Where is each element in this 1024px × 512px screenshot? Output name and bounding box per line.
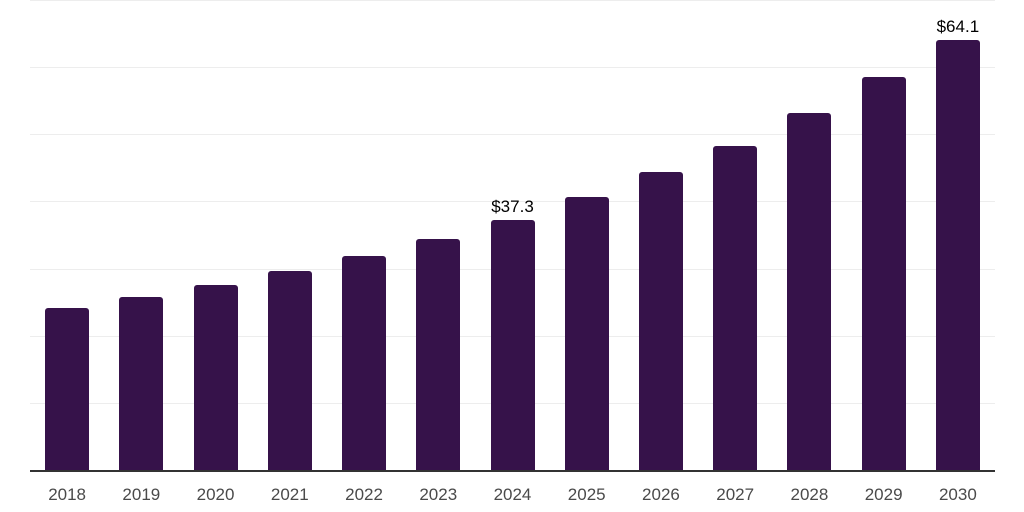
gridline xyxy=(30,134,995,136)
x-tick-label-2026: 2026 xyxy=(642,485,680,504)
x-tick-label-2020: 2020 xyxy=(196,485,235,504)
gridline xyxy=(30,201,995,203)
bar-2020 xyxy=(193,284,238,470)
bar-2026 xyxy=(638,171,683,470)
gridline xyxy=(30,0,995,1)
bar-2027 xyxy=(713,145,758,470)
x-tick-label-2019: 2019 xyxy=(122,485,161,504)
x-tick-label-2018: 2018 xyxy=(48,485,87,504)
x-tick-label-2021: 2021 xyxy=(270,485,309,504)
x-tick-label-2025: 2025 xyxy=(567,485,606,504)
x-tick-label-2028: 2028 xyxy=(790,485,829,504)
bar-2022 xyxy=(342,255,387,470)
bar-2025 xyxy=(564,197,609,470)
bar-2018 xyxy=(45,308,90,470)
x-tick-label-2022: 2022 xyxy=(345,485,383,504)
bar-2028 xyxy=(787,113,832,470)
bar-2030 xyxy=(935,39,980,470)
bar-2019 xyxy=(119,296,164,470)
x-tick-label-2023: 2023 xyxy=(419,485,458,504)
bar-2021 xyxy=(267,270,312,470)
bar-value-label-2024: $37.3 xyxy=(491,196,534,216)
x-tick-label-2027: 2027 xyxy=(716,485,755,504)
bar-value-label-2030: $64.1 xyxy=(936,16,980,36)
bar-2023 xyxy=(416,239,461,470)
x-tick-label-2029: 2029 xyxy=(864,485,903,504)
x-tick-label-2024: 2024 xyxy=(493,485,532,504)
gridline xyxy=(30,67,995,69)
bar-2024 xyxy=(490,219,535,470)
x-tick-label-2030: 2030 xyxy=(938,485,977,504)
plot-area: $37.3 $64.1 xyxy=(30,0,995,472)
bar-2029 xyxy=(861,77,906,470)
